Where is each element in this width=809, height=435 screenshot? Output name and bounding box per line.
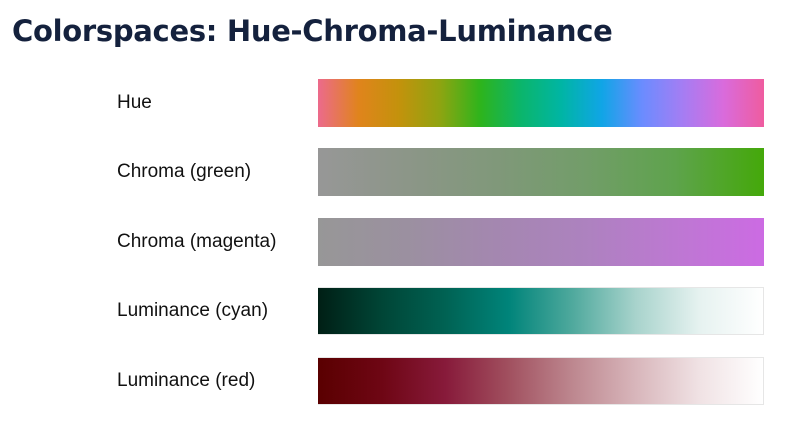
hue-row: Hue bbox=[0, 78, 809, 128]
luminance-red-row: Luminance (red) bbox=[0, 356, 809, 406]
luminance-cyan-gradient-bar bbox=[318, 287, 764, 335]
chroma-green-row: Chroma (green) bbox=[0, 147, 809, 197]
luminance-red-label: Luminance (red) bbox=[117, 370, 256, 391]
chroma-magenta-row: Chroma (magenta) bbox=[0, 217, 809, 267]
page-title: Colorspaces: Hue-Chroma-Luminance bbox=[12, 14, 613, 48]
chroma-green-gradient-bar bbox=[318, 148, 764, 196]
luminance-cyan-row: Luminance (cyan) bbox=[0, 286, 809, 336]
chroma-magenta-label: Chroma (magenta) bbox=[117, 231, 277, 252]
luminance-red-gradient-bar bbox=[318, 357, 764, 405]
chroma-green-label: Chroma (green) bbox=[117, 161, 252, 182]
hue-label: Hue bbox=[117, 92, 152, 113]
hue-gradient-bar bbox=[318, 79, 764, 127]
chroma-magenta-gradient-bar bbox=[318, 218, 764, 266]
luminance-cyan-label: Luminance (cyan) bbox=[117, 300, 269, 321]
